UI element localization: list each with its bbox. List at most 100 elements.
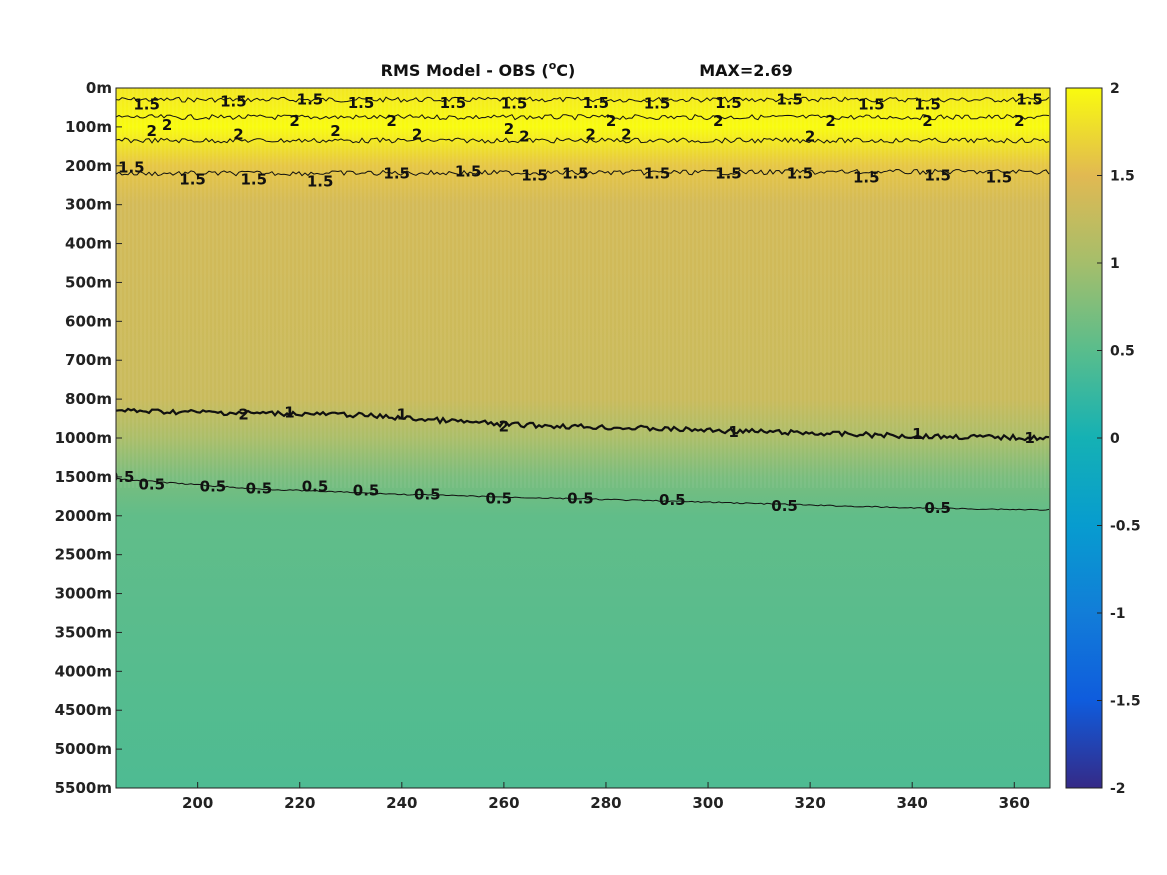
contour-label: 1.5 xyxy=(715,165,742,183)
x-tick-label: 260 xyxy=(488,794,519,812)
contour-label: 1.5 xyxy=(853,168,880,186)
y-tick-label: 800m xyxy=(65,390,112,408)
y-tick-label: 1000m xyxy=(55,429,112,447)
y-tick-label: 400m xyxy=(65,235,112,253)
contour-line xyxy=(116,96,1050,103)
y-tick-label: 600m xyxy=(65,312,112,330)
x-tick-label: 280 xyxy=(590,794,621,812)
contour-label: 1 xyxy=(284,404,294,422)
y-axis: 0m 100m 200m 300m 400m 500m 600m 700m 800m 1000m 1… xyxy=(55,79,122,797)
contour-label: 1.5 xyxy=(924,167,951,185)
contour-label: 0.5 xyxy=(108,468,135,486)
contour-label: 1.5 xyxy=(179,170,206,188)
y-tick-label: 5500m xyxy=(55,779,112,797)
x-tick-label: 320 xyxy=(794,794,825,812)
contour-label: 2 xyxy=(162,116,172,134)
contour-label: 2 xyxy=(519,128,529,146)
colorbar-tick-label: 0.5 xyxy=(1110,344,1135,360)
heatmap-texture xyxy=(116,88,1050,488)
contour-label: 1.5 xyxy=(582,94,609,112)
x-tick-label: 220 xyxy=(284,794,315,812)
y-tick-label: 4500m xyxy=(55,701,112,719)
contour-label: 0.5 xyxy=(414,485,441,503)
contour-label: 1.5 xyxy=(220,93,247,111)
contour-label: 0.5 xyxy=(353,482,380,500)
contour-label: 2 xyxy=(805,128,815,146)
colorbar-tick-label: 1 xyxy=(1110,256,1120,272)
contour-label: 2 xyxy=(386,112,396,130)
contour-label: 1.5 xyxy=(644,165,671,183)
y-tick-label: 5000m xyxy=(55,740,112,758)
contour-label: 1.5 xyxy=(297,91,324,109)
contour-label: 1.5 xyxy=(715,94,742,112)
contour-label: 2 xyxy=(585,126,595,144)
contour-label: 2 xyxy=(922,112,932,130)
contour-label: 1 xyxy=(912,425,922,443)
contour-label: 0.5 xyxy=(567,489,594,507)
x-tick-label: 200 xyxy=(182,794,213,812)
y-tick-label: 300m xyxy=(65,196,112,214)
contour-label: 0.5 xyxy=(246,480,273,498)
contour-label: 2 xyxy=(499,417,509,435)
contour-label: 1.5 xyxy=(501,95,528,113)
contour-line xyxy=(116,114,1050,121)
contour-label: 0.5 xyxy=(659,491,686,509)
colorbar xyxy=(1065,87,1103,789)
contour-label: 1.5 xyxy=(118,159,145,177)
x-axis: 200 220 240 260 280 300 320 340 360 xyxy=(182,782,1030,812)
contour-label: 0.5 xyxy=(200,478,227,496)
colorbar-axis: 2 1.5 1 0.5 0 -0.5 -1 -1.5 -2 xyxy=(1097,81,1141,797)
colorbar-tick-label: -2 xyxy=(1110,781,1126,797)
contour-label: 2 xyxy=(621,126,631,144)
contour-label: 2 xyxy=(330,122,340,140)
contour-line xyxy=(116,137,1050,144)
x-tick-label: 360 xyxy=(999,794,1030,812)
y-tick-label: 0m xyxy=(86,79,112,97)
y-tick-label: 4000m xyxy=(55,662,112,680)
max-label: MAX=2.69 xyxy=(699,61,793,80)
contour-label: 1.5 xyxy=(914,95,941,113)
colorbar-tick-label: 1.5 xyxy=(1110,169,1135,185)
contour-label: 2 xyxy=(825,112,835,130)
colorbar-tick-label: -1.5 xyxy=(1110,694,1141,710)
contour-label: 1.5 xyxy=(440,94,467,112)
contour-label: 1 xyxy=(728,423,738,441)
x-tick-label: 240 xyxy=(386,794,417,812)
contour-label: 1 xyxy=(1024,429,1034,447)
contour-label: 2 xyxy=(606,112,616,130)
contour-line xyxy=(116,477,1050,511)
contour-label: 1.5 xyxy=(1016,91,1043,109)
contour-label: 1.5 xyxy=(562,165,589,183)
contour-label: 2 xyxy=(412,126,422,144)
y-tick-label: 2000m xyxy=(55,507,112,525)
contour-labels: 1.5 1.5 1.5 1.5 1.5 1.5 1.5 1.5 1.5 1.5 1.5 1.5 1.52… xyxy=(108,91,1043,517)
contour-label: 0.5 xyxy=(485,489,512,507)
contour-line xyxy=(116,407,1050,442)
contour-label: 2 xyxy=(233,126,243,144)
contour-label: 1.5 xyxy=(383,165,410,183)
contour-line xyxy=(116,168,1050,177)
contour-label: 0.5 xyxy=(924,499,951,517)
y-tick-label: 100m xyxy=(65,118,112,136)
contour-label: 2 xyxy=(289,112,299,130)
contour-label: 1.5 xyxy=(348,94,375,112)
contour-label: 0.5 xyxy=(302,478,329,496)
contour-label: 1.5 xyxy=(776,91,803,109)
contour-label: 1.5 xyxy=(241,170,268,188)
contour-label: 1.5 xyxy=(858,95,885,113)
contour-label: 1.5 xyxy=(521,167,548,185)
y-tick-label: 1500m xyxy=(55,468,112,486)
contour-label: 2 xyxy=(1014,112,1024,130)
contour-label: 0.5 xyxy=(138,476,165,494)
contour-label: 1.5 xyxy=(986,168,1013,186)
contour-label: 2 xyxy=(504,120,514,138)
y-tick-label: 200m xyxy=(65,157,112,175)
contour-label: 2 xyxy=(147,122,157,140)
y-tick-label: 500m xyxy=(65,273,112,291)
colorbar-tick-label: 2 xyxy=(1110,81,1120,97)
contour-lines xyxy=(116,96,1050,511)
colorbar-tick-label: -1 xyxy=(1110,606,1126,622)
x-tick-label: 300 xyxy=(692,794,723,812)
contour-label: 1 xyxy=(397,406,407,424)
